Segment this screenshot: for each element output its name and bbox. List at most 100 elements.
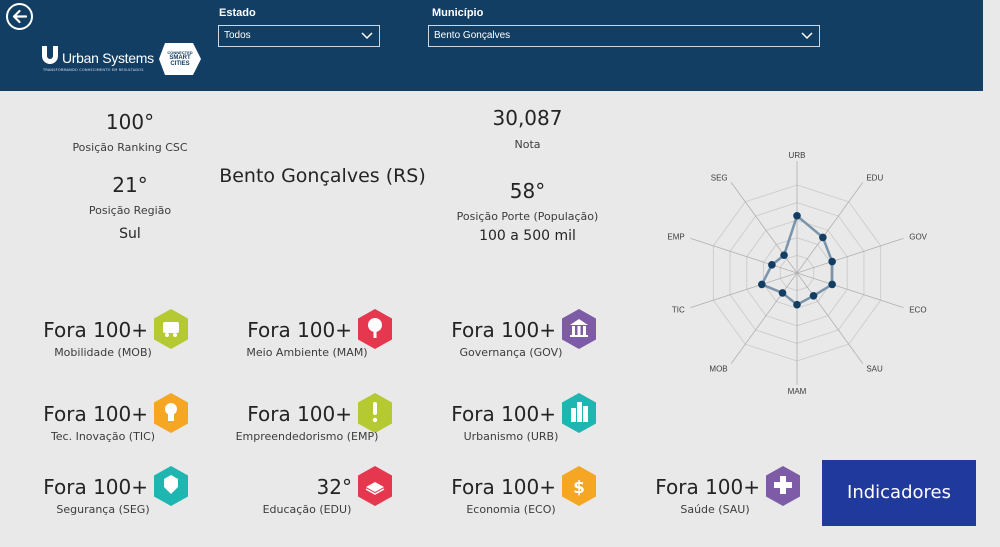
tree-icon [358,309,392,349]
chevron-down-icon [361,32,373,40]
region-position-value: 21° [112,173,148,197]
category-label: Segurança (SEG) [56,503,150,516]
municipio-label: Município [432,7,484,19]
book-icon [358,466,392,506]
radar-axis-label: SAU [866,364,883,373]
radar-spoke [796,238,904,274]
radar-point [819,233,827,242]
category-tile: Fora 100+ Urbanismo (URB) [426,393,606,462]
urban-systems-logo-icon [42,46,58,64]
category-rank-value: 32° [316,475,352,499]
category-label: Economia (ECO) [466,503,556,516]
category-label: Saúde (SAU) [680,503,750,516]
lightbulb-icon [154,393,188,433]
radar-axis-label: SEG [711,174,728,183]
smart-cities-badge: CONNECTED SMART CITIES [157,40,203,78]
chevron-down-icon [801,32,813,40]
radar-point [793,300,801,309]
radar-axis-label: GOV [909,233,927,242]
radar-point [828,280,836,289]
logo-text: Urban Systems [62,50,154,66]
estado-dropdown[interactable]: Todos [218,25,380,47]
back-button[interactable] [6,3,33,30]
radar-point [828,257,836,266]
size-position-label: Posição Porte (População) [456,210,599,223]
radar-spoke [690,272,798,308]
radar-axis-label: MAM [788,387,807,396]
municipio-dropdown[interactable]: Bento Gonçalves [428,25,820,47]
municipio-value: Bento Gonçalves [434,30,511,41]
category-label: Meio Ambiente (MAM) [246,346,368,359]
header-bar: Urban Systems TRANSFORMANDO CONHECIMENTO… [0,0,983,91]
radar-point [809,291,818,300]
category-rank-value: Fora 100+ [247,402,352,426]
radar-axis-label: TIC [672,305,685,314]
size-position-value: 58° [509,179,546,203]
category-rank-value: Fora 100+ [655,475,760,499]
city-title: Bento Gonçalves (RS) [219,165,426,187]
government-building-icon [562,309,596,349]
radar-axis-label: EMP [667,233,684,242]
category-tile: 32° Educação (EDU) [222,466,402,535]
radar-axis-label: EDU [866,174,883,183]
category-label: Empreendedorismo (EMP) [235,430,379,443]
radar-spoke [796,182,864,274]
radar-spoke [730,272,798,364]
bus-icon [154,309,188,349]
radar-axis-label: URB [789,151,806,160]
category-tile: Fora 100+ Empreendedorismo (EMP) [222,393,402,462]
ranking-position-label: Posição Ranking CSC [72,141,188,154]
radar-chart: URB EDU GOV ECO SAU MAM MOB TIC EMP SEG [667,151,927,396]
indicadores-button[interactable]: Indicadores [822,460,976,526]
category-label: Educação (EDU) [262,503,352,516]
category-label: Urbanismo (URB) [463,430,559,443]
exclamation-icon [358,393,392,433]
health-cross-icon [766,466,800,506]
category-label: Tec. Inovação (TIC) [50,430,156,443]
radar-point [758,280,766,289]
badge-line-3: CITIES [170,61,190,67]
category-tile: Fora 100+ Tec. Inovação (TIC) [18,393,198,462]
urban-systems-logo: Urban Systems TRANSFORMANDO CONHECIMENTO… [40,44,154,74]
category-tile: Fora 100+ Meio Ambiente (MAM) [222,309,402,378]
category-tile: Fora 100+ Saúde (SAU) [630,466,810,535]
arrow-left-icon [12,9,28,24]
category-tile: Fora 100+ Segurança (SEG) [18,466,198,535]
radar-point [768,261,776,269]
radar-point [780,251,788,260]
shield-icon [154,466,188,506]
svg-text:$: $ [573,478,585,498]
radar-spoke [690,238,798,274]
category-rank-value: Fora 100+ [451,475,556,499]
category-rank-value: Fora 100+ [451,318,556,342]
category-tile: Fora 100+ Governança (GOV) [426,309,606,378]
radar-axis-label: MOB [709,364,727,373]
category-label: Mobilidade (MOB) [54,346,152,359]
radar-spoke [796,272,904,308]
score-label: Nota [514,138,541,151]
score-value: 30,087 [492,106,563,130]
badge-line-2: SMART [169,55,191,61]
estado-label: Estado [219,7,256,19]
radar-spoke [796,272,864,364]
category-rank-value: Fora 100+ [247,318,352,342]
category-rank-value: Fora 100+ [43,475,148,499]
category-rank-value: Fora 100+ [43,402,148,426]
radar-point [793,212,801,220]
category-tile: Fora 100+ Mobilidade (MOB) [18,309,198,378]
estado-value: Todos [224,30,251,41]
ranking-position-value: 100° [105,110,155,134]
badge-line-1: CONNECTED [167,50,193,55]
category-rank-value: Fora 100+ [43,318,148,342]
category-rank-value: Fora 100+ [451,402,556,426]
radar-axis-label: ECO [909,305,926,314]
category-label: Governança (GOV) [459,346,563,359]
logo-tagline: TRANSFORMANDO CONHECIMENTO EM RESULTADOS [43,68,144,72]
money-icon: $ [562,466,596,506]
smart-cities-badge-shape [159,43,201,75]
radar-point [778,289,787,297]
region-position-label: Posição Região [88,204,172,217]
size-range: 100 a 500 mil [479,228,576,244]
category-tile: Fora 100+ $ Economia (ECO) [426,466,606,535]
region-name: Sul [119,226,141,242]
